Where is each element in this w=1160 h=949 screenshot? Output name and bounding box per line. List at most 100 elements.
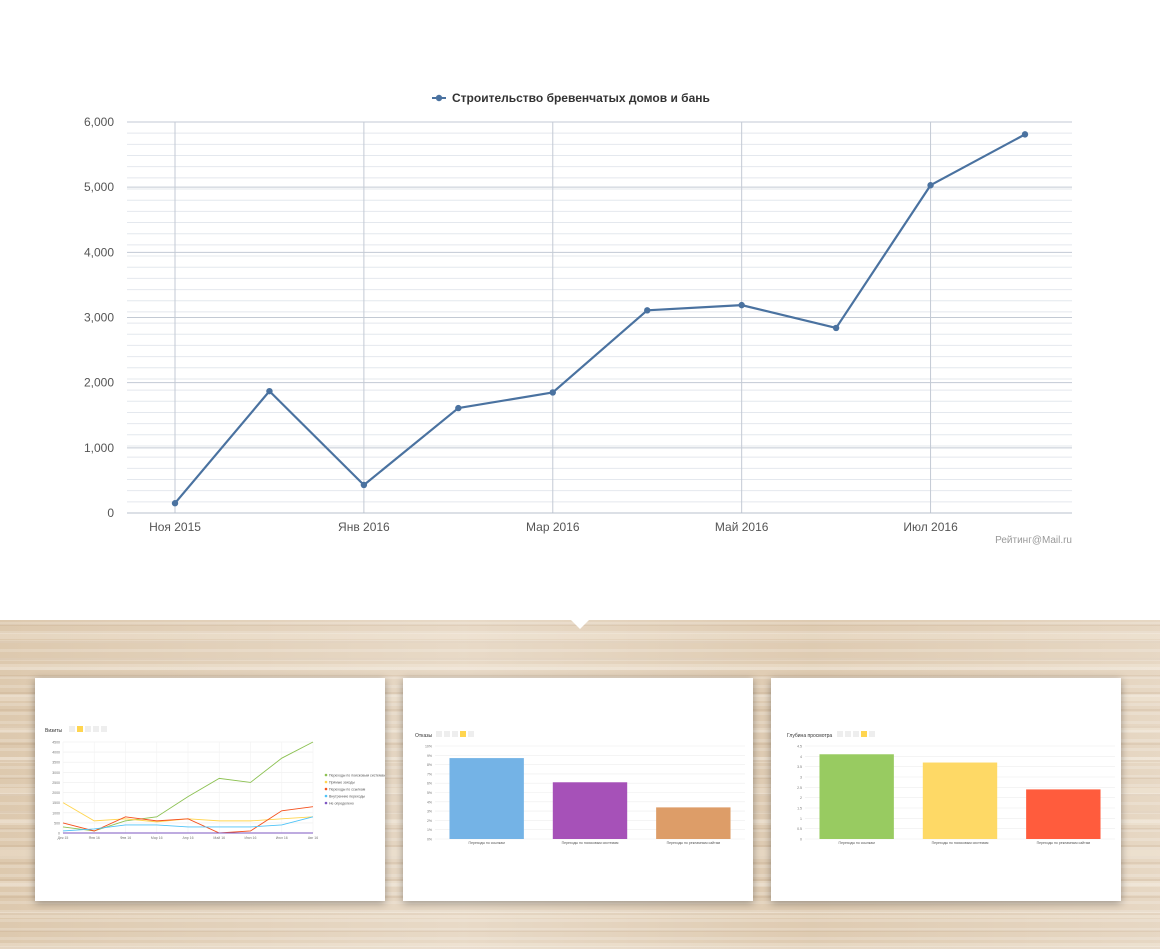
x-tick-label: Переходы по ссылкам xyxy=(839,841,876,845)
legend-label: Переходы по ссылкам xyxy=(329,787,366,791)
toolbar-button xyxy=(77,726,83,732)
thumb-title: Визиты xyxy=(45,728,63,734)
legend-marker xyxy=(324,787,328,791)
y-tick-label: 2.5 xyxy=(797,786,802,790)
data-point xyxy=(1021,131,1029,138)
toolbar-button xyxy=(869,731,875,737)
toolbar-button xyxy=(460,731,466,737)
y-tick-label: 5,000 xyxy=(84,180,114,194)
thumb-title: Глубина просмотра xyxy=(787,733,832,739)
thumbnail-bounces-chart[interactable]: Отказы 0% 1% 2% 3% 4% 5% 6% 7% 8% 9% 10% Переходы по… xyxy=(403,678,753,901)
x-tick-label: Май 16 xyxy=(213,836,225,840)
toolbar-button xyxy=(436,731,442,737)
y-tick-label: 3% xyxy=(427,810,432,814)
y-tick-label: 4500 xyxy=(52,741,60,745)
y-tick-label: 1.5 xyxy=(797,807,802,811)
x-tick-label: Янв 16 xyxy=(89,836,100,840)
depth-bar-chart: Глубина просмотра 0 0.5 1 1.5 2 2.5 3 3.5 4 4.5 Пер… xyxy=(787,731,1115,845)
y-tick-label: 6% xyxy=(427,782,432,786)
series-line xyxy=(174,133,1026,504)
y-tick-label: 0% xyxy=(427,838,432,842)
x-tick-label: Авг 16 xyxy=(308,836,318,840)
y-tick-label: 4 xyxy=(800,755,802,759)
thumb-title: Отказы xyxy=(415,733,432,739)
y-tick-label: 0 xyxy=(800,838,802,842)
y-tick-label: 2,000 xyxy=(84,376,114,390)
y-tick-label: 3.5 xyxy=(797,765,802,769)
x-tick-label: Переходы по ссылкам xyxy=(469,841,506,845)
data-point xyxy=(549,389,556,396)
y-tick-label: 2 xyxy=(800,796,802,800)
x-tick-label: Июл 16 xyxy=(276,836,288,840)
thumbnail-depth-chart[interactable]: Глубина просмотра 0 0.5 1 1.5 2 2.5 3 3.5 4 4.5 Пер… xyxy=(771,678,1121,901)
bar xyxy=(1026,789,1101,839)
x-tick-label: Дек 15 xyxy=(58,836,69,840)
toolbar-button xyxy=(444,731,450,737)
bar xyxy=(922,762,998,839)
data-point xyxy=(644,307,651,314)
x-tick-label: Июл 2016 xyxy=(903,520,958,534)
toolbar-button xyxy=(861,731,867,737)
toolbar-button xyxy=(93,726,99,732)
x-tick-label: Янв 2016 xyxy=(338,520,390,534)
data-point xyxy=(266,387,273,395)
y-tick-label: 9% xyxy=(427,754,432,758)
data-point xyxy=(455,404,462,412)
data-point xyxy=(171,500,179,507)
x-tick-label: Ноя 2015 xyxy=(149,520,201,534)
legend-label: Внутренние переходы xyxy=(329,794,366,798)
y-tick-label: 0 xyxy=(107,506,114,520)
y-tick-label: 2500 xyxy=(52,781,60,785)
toolbar-button xyxy=(452,731,458,737)
bar xyxy=(449,758,524,839)
y-tick-label: 3,000 xyxy=(84,311,114,325)
x-tick-label: Май 2016 xyxy=(715,520,769,534)
y-tick-label: 3 xyxy=(800,776,802,780)
y-tick-label: 4% xyxy=(427,800,432,804)
x-tick-label: Переходы по поисковым системам xyxy=(562,841,619,845)
y-tick-label: 0 xyxy=(58,832,60,836)
visits-line-chart: Визиты 0 500 1000 1500 2000 2500 3000 3500 4000 45… xyxy=(45,726,385,840)
legend-marker xyxy=(324,794,328,798)
y-tick-label: 7% xyxy=(427,772,432,776)
y-tick-label: 6,000 xyxy=(84,115,114,129)
y-tick-label: 4000 xyxy=(52,751,60,755)
data-point xyxy=(927,182,934,189)
chart-credit: Рейтинг@Mail.ru xyxy=(995,535,1072,546)
thumbnail-visits-chart[interactable]: Визиты 0 500 1000 1500 2000 2500 3000 3500 4000 45… xyxy=(35,678,385,901)
y-tick-label: 2000 xyxy=(52,791,60,795)
y-tick-label: 3000 xyxy=(52,771,60,775)
bounces-bar-chart: Отказы 0% 1% 2% 3% 4% 5% 6% 7% 8% 9% 10% Переходы по… xyxy=(415,731,745,845)
y-tick-label: 1000 xyxy=(52,811,60,815)
toolbar-button xyxy=(101,726,107,732)
y-tick-label: 1% xyxy=(427,828,432,832)
x-tick-label: Июн 16 xyxy=(245,836,257,840)
toolbar-button xyxy=(85,726,91,732)
y-tick-label: 1,000 xyxy=(84,441,114,455)
data-point xyxy=(360,481,368,489)
y-tick-label: 2% xyxy=(427,819,432,823)
bar xyxy=(656,807,731,839)
series-line xyxy=(62,806,314,834)
y-tick-label: 4.5 xyxy=(797,745,802,749)
data-point xyxy=(738,301,745,309)
y-tick-label: 500 xyxy=(54,821,60,825)
y-tick-label: 3500 xyxy=(52,761,60,765)
bar xyxy=(819,754,894,839)
y-tick-label: 0.5 xyxy=(797,827,802,831)
x-tick-label: Фев 16 xyxy=(120,836,131,840)
y-tick-label: 5% xyxy=(427,791,432,795)
legend-label: Переходы по поисковым системам xyxy=(329,773,385,777)
x-tick-label: Переходы по поисковым системам xyxy=(932,841,989,845)
legend-label: Прямые заходы xyxy=(329,780,355,784)
legend-marker xyxy=(324,773,328,777)
toolbar-button xyxy=(69,726,75,732)
y-tick-label: 8% xyxy=(427,763,432,767)
main-line-chart: 0 1,000 2,000 3,000 4,000 5,000 6,000 Ноя 2015 Я… xyxy=(84,91,1072,546)
x-tick-label: Переходы по рекламным сайтам xyxy=(1037,841,1091,845)
legend-marker xyxy=(435,94,443,102)
y-tick-label: 10% xyxy=(425,745,432,749)
legend-label: Не определено xyxy=(329,801,354,805)
y-tick-label: 1500 xyxy=(52,801,60,805)
toolbar-button xyxy=(853,731,859,737)
